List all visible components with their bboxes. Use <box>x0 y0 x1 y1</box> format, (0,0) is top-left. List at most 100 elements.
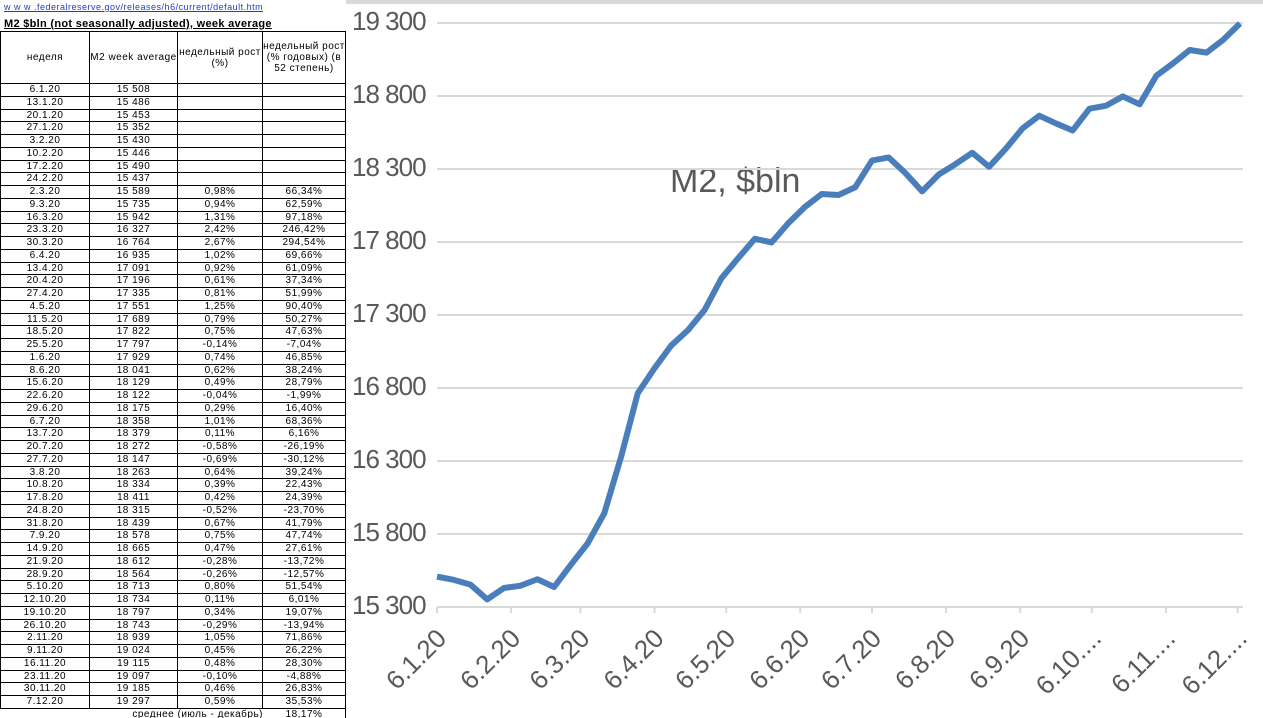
column-header: недельный рост (% годовых) (в 52 степень… <box>263 31 346 84</box>
table-cell: 0,29% <box>178 402 263 416</box>
table-cell <box>263 109 346 123</box>
table-cell: 2,67% <box>178 237 263 250</box>
table-cell: 6.4.20 <box>0 249 90 263</box>
table-cell: 15 589 <box>90 186 178 199</box>
table-cell: 3.2.20 <box>0 135 90 148</box>
table-cell: 14.9.20 <box>0 543 90 556</box>
table-cell: 62,59% <box>263 198 346 212</box>
table-cell: 17 551 <box>90 300 178 314</box>
table-cell: 29.6.20 <box>0 402 90 416</box>
table-cell: 26,22% <box>263 645 346 658</box>
table-cell: -1,99% <box>263 390 346 403</box>
table-cell: 15 446 <box>90 147 178 161</box>
table-cell: 47,63% <box>263 326 346 339</box>
table-cell <box>263 135 346 148</box>
table-cell: 66,34% <box>263 186 346 199</box>
table-cell: 11.5.20 <box>0 313 90 327</box>
table-cell: 16 327 <box>90 224 178 237</box>
table-cell: 20.7.20 <box>0 441 90 454</box>
table-cell: 18 334 <box>90 479 178 492</box>
table-cell: 13.4.20 <box>0 262 90 276</box>
table-cell: 0,48% <box>178 657 263 671</box>
table-cell: 24.8.20 <box>0 504 90 518</box>
table-cell: 51,54% <box>263 581 346 594</box>
table-cell: -26,19% <box>263 441 346 454</box>
table-cell: 0,49% <box>178 377 263 390</box>
table-cell: -0,29% <box>178 619 263 633</box>
table-cell: 24,39% <box>263 492 346 505</box>
table-cell: 18 122 <box>90 390 178 403</box>
y-tick-label: 17 800 <box>352 225 426 255</box>
table-cell: 18 379 <box>90 428 178 441</box>
table-cell: 19 097 <box>90 670 178 684</box>
table-cell: 16.11.20 <box>0 657 90 671</box>
table-cell: 19.10.20 <box>0 606 90 620</box>
table-cell: 0,75% <box>178 326 263 339</box>
data-line <box>436 21 1243 603</box>
table-cell: 3.8.20 <box>0 466 90 480</box>
table-cell: 71,86% <box>263 632 346 645</box>
table-cell: 38,24% <box>263 364 346 378</box>
table-cell: 41,79% <box>263 517 346 531</box>
table-cell: 0,59% <box>178 696 263 709</box>
table-cell: 31.8.20 <box>0 517 90 531</box>
table-cell: 18 147 <box>90 453 178 467</box>
table-cell <box>178 122 263 135</box>
table-cell: 18 734 <box>90 594 178 607</box>
table-cell <box>178 173 263 186</box>
table-cell: 1,02% <box>178 249 263 263</box>
source-link[interactable]: w w w .federalreserve.gov/releases/h6/cu… <box>4 2 264 12</box>
table-cell: 30.3.20 <box>0 237 90 250</box>
table-cell: 0,11% <box>178 594 263 607</box>
x-tick-label: 6.5.20 <box>669 623 741 695</box>
table-cell: 0,45% <box>178 645 263 658</box>
table-cell: 18 743 <box>90 619 178 633</box>
y-tick-label: 18 300 <box>352 152 426 182</box>
table-cell: -0,26% <box>178 568 263 582</box>
table-cell: 6,01% <box>263 594 346 607</box>
column-header: неделя <box>0 31 90 84</box>
table-cell: 0,81% <box>178 288 263 301</box>
table-cell: 18 272 <box>90 441 178 454</box>
table-cell: -13,94% <box>263 619 346 633</box>
x-tick-label: 6.11.... <box>1105 623 1181 699</box>
table-cell: 18 797 <box>90 606 178 620</box>
table-cell: 30.11.20 <box>0 683 90 696</box>
table-cell: 0,42% <box>178 492 263 505</box>
table-cell: 39,24% <box>263 466 346 480</box>
table-cell: 68,36% <box>263 415 346 429</box>
table-cell: 0,46% <box>178 683 263 696</box>
table-cell: 17 335 <box>90 288 178 301</box>
table-cell: 15 437 <box>90 173 178 186</box>
table-cell: 15.6.20 <box>0 377 90 390</box>
table-cell <box>263 160 346 174</box>
table-cell: 15 453 <box>90 109 178 123</box>
table-cell: 15 490 <box>90 160 178 174</box>
spreadsheet: w w w .federalreserve.gov/releases/h6/cu… <box>0 0 346 718</box>
top-bar <box>346 0 1263 4</box>
table-cell: 0,62% <box>178 364 263 378</box>
table-cell: 2.11.20 <box>0 632 90 645</box>
y-tick-label: 15 300 <box>352 590 426 620</box>
table-cell: 10.2.20 <box>0 147 90 161</box>
table-cell: -12,57% <box>263 568 346 582</box>
table-cell: 0,79% <box>178 313 263 327</box>
x-tick-label: 6.8.20 <box>889 623 961 695</box>
table-cell: 1.6.20 <box>0 351 90 365</box>
table-cell: 18 411 <box>90 492 178 505</box>
x-tick-label: 6.9.20 <box>963 623 1035 695</box>
table-cell: -30,12% <box>263 453 346 467</box>
y-tick-label: 15 800 <box>352 517 426 547</box>
table-cell: 97,18% <box>263 211 346 225</box>
table-cell: 28,79% <box>263 377 346 390</box>
x-tick-label: 6.2.20 <box>454 623 526 695</box>
table-cell: 17.8.20 <box>0 492 90 505</box>
table-cell: -7,04% <box>263 339 346 352</box>
table-cell: 4.5.20 <box>0 300 90 314</box>
table-cell: 17 929 <box>90 351 178 365</box>
table-cell: 18 315 <box>90 504 178 518</box>
table-cell: 0,67% <box>178 517 263 531</box>
table-cell: -4,88% <box>263 670 346 684</box>
table-cell: 50,27% <box>263 313 346 327</box>
